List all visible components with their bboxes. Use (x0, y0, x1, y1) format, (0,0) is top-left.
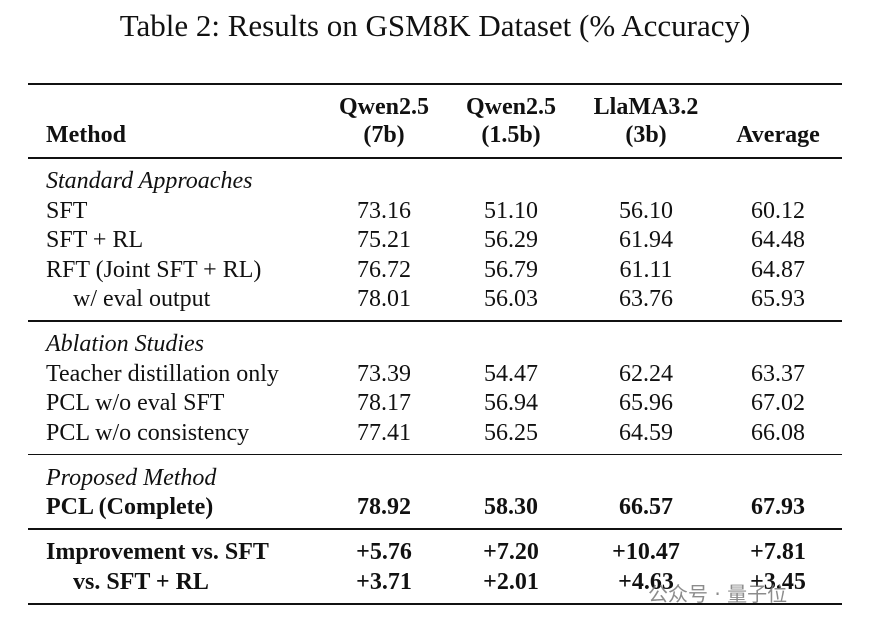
value-cell: +10.47 (612, 539, 680, 565)
section-title: Standard Approaches (46, 168, 253, 194)
value-cell: 58.30 (484, 494, 538, 520)
value-cell: 56.29 (484, 227, 538, 253)
value-cell: +3.71 (356, 568, 412, 595)
value-cell: 54.47 (484, 360, 538, 387)
value-cell: 63.76 (619, 286, 673, 312)
value-cell: 73.39 (357, 360, 411, 387)
value-cell: 75.21 (357, 227, 411, 253)
value-cell: 64.48 (751, 227, 805, 253)
watermark: 公众号 · 量子位 (648, 582, 788, 606)
method-cell: w/ eval output (73, 286, 211, 312)
value-cell: 56.10 (619, 197, 673, 224)
value-cell: 60.12 (751, 197, 805, 224)
method-cell: PCL w/o eval SFT (46, 390, 225, 416)
method-cell: PCL w/o consistency (46, 419, 250, 446)
rule (28, 528, 842, 530)
section-title: Proposed Method (46, 464, 217, 491)
header-method: Method (46, 122, 126, 148)
value-cell: +2.01 (483, 568, 539, 595)
method-cell: SFT + RL (46, 227, 144, 253)
value-cell: 78.01 (357, 286, 411, 312)
value-cell: 64.87 (751, 256, 805, 283)
value-cell: +7.81 (750, 539, 806, 565)
value-cell: 61.11 (619, 256, 673, 283)
value-cell: 62.24 (619, 360, 673, 387)
rule (28, 83, 842, 85)
column-header: (1.5b) (481, 122, 541, 148)
value-cell: 66.08 (751, 419, 805, 446)
value-cell: 76.72 (357, 256, 411, 283)
rule (28, 453, 842, 456)
value-cell: 78.92 (357, 494, 411, 520)
value-cell: 56.03 (484, 286, 538, 312)
column-header: Qwen2.5 (339, 94, 429, 120)
value-cell: 77.41 (357, 419, 411, 446)
value-cell: 66.57 (619, 494, 673, 520)
value-cell: 73.16 (357, 197, 411, 224)
rule (28, 157, 842, 159)
method-cell: Teacher distillation only (46, 360, 279, 387)
value-cell: +5.76 (356, 539, 412, 565)
column-header: Average (736, 122, 820, 148)
value-cell: 65.96 (619, 390, 673, 416)
value-cell: 63.37 (751, 360, 805, 387)
value-cell: +3.45 (750, 568, 806, 595)
value-cell: 56.25 (484, 419, 538, 446)
column-header: (7b) (363, 122, 405, 148)
method-cell: SFT (46, 197, 88, 224)
value-cell: +7.20 (483, 539, 539, 565)
table-title: Table 2: Results on GSM8K Dataset (% Acc… (119, 8, 751, 43)
method-cell: RFT (Joint SFT + RL) (46, 256, 262, 283)
rule (28, 602, 842, 605)
section-title: Ablation Studies (46, 331, 204, 357)
value-cell: 67.02 (751, 390, 805, 416)
value-cell: 78.17 (357, 390, 411, 416)
value-cell: 56.94 (484, 390, 538, 416)
column-header: Qwen2.5 (466, 94, 556, 120)
value-cell: 67.93 (751, 494, 805, 520)
rule (28, 320, 842, 322)
method-cell: PCL (Complete) (46, 494, 214, 520)
method-cell: vs. SFT + RL (73, 568, 209, 595)
value-cell: 65.93 (751, 286, 805, 312)
value-cell: 61.94 (619, 227, 673, 253)
value-cell: 64.59 (619, 419, 673, 446)
column-header: (3b) (625, 122, 667, 148)
value-cell: +4.63 (618, 568, 674, 595)
method-cell: Improvement vs. SFT (46, 539, 269, 565)
value-cell: 56.79 (484, 256, 538, 283)
column-header: LlaMA3.2 (593, 94, 699, 120)
value-cell: 51.10 (484, 197, 538, 224)
